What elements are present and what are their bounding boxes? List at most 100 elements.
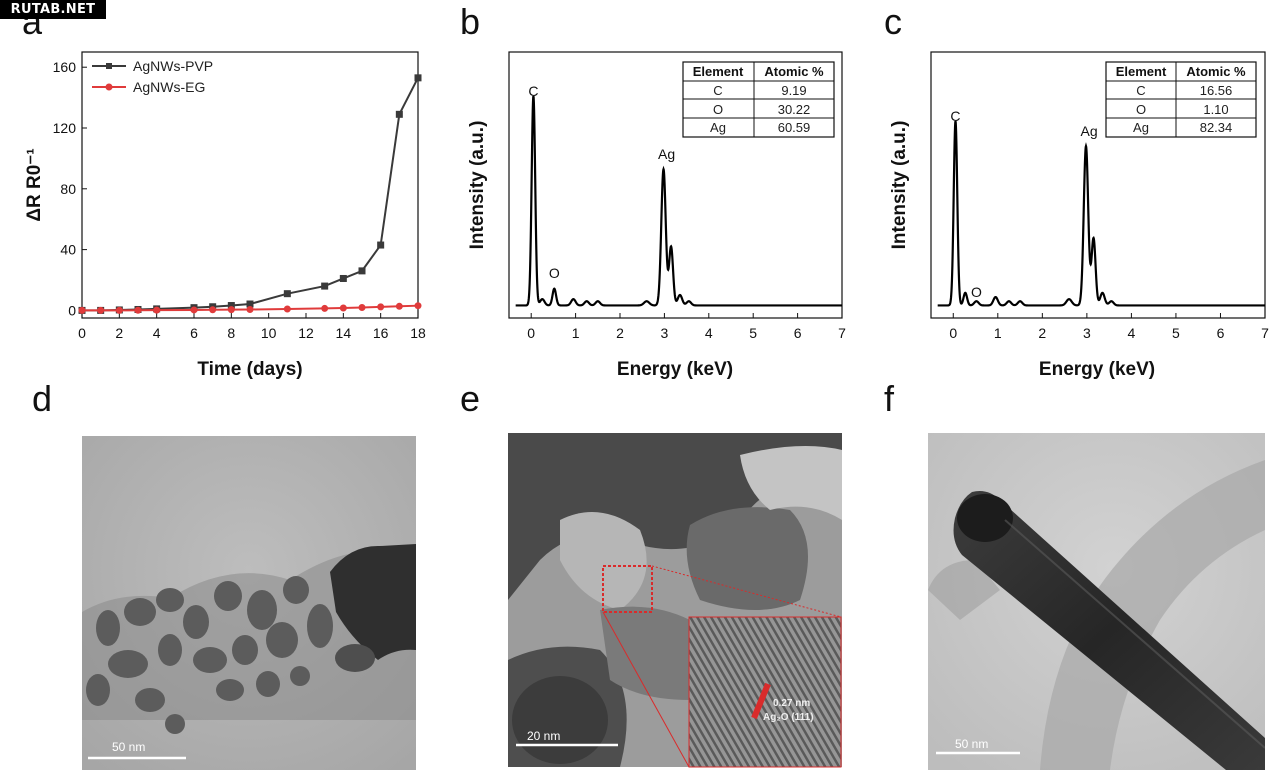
inset-d-spacing-label: 0.27 nm <box>773 698 810 709</box>
table-b-cell: C <box>713 83 722 98</box>
table-b: Element Atomic % C 9.19 O 30.22 Ag 60.59 <box>682 61 835 138</box>
data-point-pvp <box>414 74 422 82</box>
table-c-cell: 16.56 <box>1200 83 1233 98</box>
scale-bar-label-d: 50 nm <box>112 740 145 754</box>
table-c-cell: Ag <box>1133 120 1149 135</box>
data-point-eg <box>321 304 329 312</box>
data-point-eg <box>115 306 123 314</box>
zoom-region-box <box>602 565 653 613</box>
x-tick-label-b: 6 <box>794 325 802 341</box>
data-point-eg <box>190 306 198 314</box>
x-tick-label-a: 4 <box>153 325 161 341</box>
y-tick-label-a: 80 <box>60 181 76 197</box>
data-point-eg <box>358 304 366 312</box>
data-point-pvp <box>283 290 291 298</box>
micrograph-d: 50 nm <box>82 436 416 770</box>
table-c-cell: O <box>1136 102 1146 117</box>
chart-b-ylabel: Intensity (a.u.) <box>467 121 488 250</box>
chart-a-ylabel: ΔR R0⁻¹ <box>24 148 45 221</box>
x-tick-label-c: 0 <box>949 325 957 341</box>
peak-label-c: O <box>971 284 982 300</box>
legend-label-eg: AgNWs-EG <box>133 79 205 95</box>
scale-bar-label-f: 50 nm <box>955 737 988 751</box>
data-point-eg <box>283 305 291 313</box>
x-tick-label-c: 4 <box>1128 325 1136 341</box>
chart-a-frame <box>81 51 419 319</box>
x-tick-label-b: 3 <box>661 325 669 341</box>
data-point-pvp <box>395 110 403 118</box>
data-point-pvp <box>246 300 254 308</box>
peak-label-b: Ag <box>658 146 675 162</box>
chart-a-legend: AgNWs-PVP AgNWs-EG <box>92 58 213 95</box>
y-tick-label-a: 40 <box>60 242 76 258</box>
x-tick-label-c: 1 <box>994 325 1002 341</box>
panel-letter-f: f <box>884 378 895 419</box>
data-point-eg <box>395 302 403 310</box>
data-point-eg <box>78 306 86 314</box>
x-tick-label-a: 6 <box>190 325 198 341</box>
panel-letter-d: d <box>32 378 52 419</box>
data-point-pvp <box>227 302 235 310</box>
data-point-pvp <box>339 274 347 282</box>
chart-c-xlabel: Energy (keV) <box>1039 359 1155 380</box>
x-tick-label-c: 3 <box>1083 325 1091 341</box>
micrograph-f: 50 nm <box>928 433 1265 770</box>
table-c-header-atomic: Atomic % <box>1186 64 1246 79</box>
table-b-cell: O <box>713 102 723 117</box>
x-tick-label-b: 5 <box>749 325 757 341</box>
inset-plane-label: Ag₂O (111) <box>763 712 814 723</box>
x-tick-label-c: 6 <box>1217 325 1225 341</box>
x-tick-label-b: 7 <box>838 325 846 341</box>
table-b-header-element: Element <box>693 64 744 79</box>
peak-label-b: C <box>528 83 538 99</box>
y-tick-label-a: 0 <box>68 302 76 318</box>
x-tick-label-a: 14 <box>336 325 352 341</box>
chart-c-ylabel: Intensity (a.u.) <box>889 121 910 250</box>
x-tick-label-a: 10 <box>261 325 277 341</box>
data-point-pvp <box>321 282 329 290</box>
x-tick-label-b: 2 <box>616 325 624 341</box>
x-tick-label-b: 1 <box>572 325 580 341</box>
data-point-pvp <box>358 267 366 275</box>
panel-letter-e: e <box>460 378 480 419</box>
series-line-eg <box>82 304 419 312</box>
table-b-cell: 60.59 <box>778 120 811 135</box>
data-point-eg <box>227 306 235 314</box>
peak-label-c: Ag <box>1081 123 1098 139</box>
chart-c-frame <box>930 51 1266 319</box>
chart-a-xlabel: Time (days) <box>197 359 302 380</box>
table-c-cell: 1.10 <box>1203 102 1228 117</box>
spectrum-line-c <box>937 120 1265 307</box>
spectrum-line-b <box>515 95 842 307</box>
legend-label-pvp: AgNWs-PVP <box>133 58 213 74</box>
panel-letter-c: c <box>884 1 902 42</box>
table-c-cell: 82.34 <box>1200 120 1233 135</box>
x-tick-label-a: 0 <box>78 325 86 341</box>
table-b-cell: Ag <box>710 120 726 135</box>
peak-label-c: C <box>950 108 960 124</box>
x-tick-label-a: 16 <box>373 325 389 341</box>
table-c-cell: C <box>1136 83 1145 98</box>
data-point-eg <box>377 303 385 311</box>
data-point-pvp <box>377 241 385 249</box>
x-tick-label-b: 4 <box>705 325 713 341</box>
data-point-eg <box>246 305 254 313</box>
panel-letter-b: b <box>460 1 480 42</box>
chart-b-xlabel: Energy (keV) <box>617 359 733 380</box>
x-tick-label-c: 5 <box>1172 325 1180 341</box>
x-tick-label-a: 18 <box>410 325 426 341</box>
scale-bar-label-e: 20 nm <box>527 729 560 743</box>
peak-label-b: O <box>549 265 560 281</box>
x-tick-label-b: 0 <box>527 325 535 341</box>
x-tick-label-c: 2 <box>1038 325 1046 341</box>
data-point-eg <box>414 302 422 310</box>
series-line-pvp <box>82 77 419 312</box>
table-b-cell: 9.19 <box>781 83 806 98</box>
data-point-eg <box>339 304 347 312</box>
chart-b-frame <box>508 51 843 319</box>
table-c: Element Atomic % C 16.56 O 1.10 Ag 82.34 <box>1105 61 1257 138</box>
